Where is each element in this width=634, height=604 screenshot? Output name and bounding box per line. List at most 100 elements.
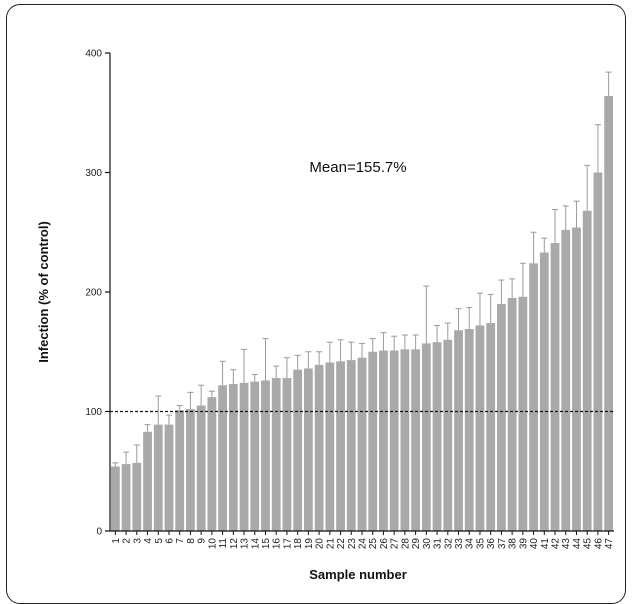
x-tick-label: 36 xyxy=(486,538,497,550)
bar xyxy=(475,325,485,531)
bar xyxy=(336,361,345,531)
x-tick-label: 11 xyxy=(218,538,229,549)
bar xyxy=(132,462,142,531)
y-tick-label: 300 xyxy=(85,168,102,179)
bar xyxy=(250,381,260,531)
bar xyxy=(110,466,120,531)
bar xyxy=(271,378,281,531)
x-tick-label: 8 xyxy=(186,538,197,544)
x-tick-label: 39 xyxy=(518,538,529,550)
bar xyxy=(432,342,442,531)
x-tick-label: 2 xyxy=(122,538,133,544)
x-tick-label: 19 xyxy=(304,538,315,550)
x-tick-label: 32 xyxy=(443,538,454,550)
x-tick-label: 10 xyxy=(207,538,218,550)
x-axis: 1 2 3 4 5 6 7 8 9 10 11 12 13 14 15 16 17 18 19 20 21 22 23 24 2… xyxy=(110,530,615,550)
bar xyxy=(582,210,592,532)
x-tick-label: 5 xyxy=(154,538,165,544)
x-tick-label: 46 xyxy=(593,538,604,550)
bar xyxy=(561,229,571,532)
bar xyxy=(346,360,356,531)
bar xyxy=(357,357,367,531)
mean-annotation: Mean=155.7% xyxy=(309,159,406,176)
bars xyxy=(110,71,614,532)
x-tick-label: 44 xyxy=(572,538,583,550)
bar xyxy=(593,172,603,531)
bar xyxy=(196,405,206,531)
bar xyxy=(239,382,249,531)
x-tick-label: 24 xyxy=(358,538,369,550)
x-tick-label: 34 xyxy=(465,538,476,550)
bar xyxy=(421,343,431,531)
y-tick-label: 200 xyxy=(85,288,102,299)
bar xyxy=(454,330,463,531)
y-axis-title: Infection (% of control) xyxy=(36,221,51,363)
bar xyxy=(293,369,303,531)
bar xyxy=(175,410,185,531)
bar xyxy=(261,380,270,531)
x-tick-label: 12 xyxy=(229,538,240,550)
y-tick-label: 0 xyxy=(96,527,102,538)
x-tick-label: 38 xyxy=(508,538,519,550)
x-tick-label: 43 xyxy=(561,538,572,550)
x-tick-label: 30 xyxy=(422,538,433,550)
bar xyxy=(228,384,238,531)
x-tick-label: 13 xyxy=(240,538,251,550)
bar xyxy=(464,329,474,531)
bar xyxy=(164,424,174,531)
x-tick-label: 14 xyxy=(250,538,261,550)
x-tick-label: 21 xyxy=(325,538,336,550)
bar xyxy=(572,227,581,531)
x-tick-label: 9 xyxy=(197,538,208,544)
bar xyxy=(539,252,549,531)
bar xyxy=(411,349,421,531)
x-tick-label: 1 xyxy=(111,538,122,544)
x-tick-label: 3 xyxy=(132,538,143,544)
x-tick-label: 31 xyxy=(433,538,444,550)
x-tick-label: 47 xyxy=(604,538,615,550)
x-tick-label: 27 xyxy=(390,538,401,550)
x-tick-label: 41 xyxy=(540,538,551,550)
bar xyxy=(518,296,528,531)
x-tick-label: 23 xyxy=(347,538,358,550)
bar xyxy=(379,350,388,531)
x-tick-label: 22 xyxy=(336,538,347,550)
bar xyxy=(325,362,335,531)
bar xyxy=(218,385,227,531)
x-tick-label: 15 xyxy=(261,538,272,550)
bar xyxy=(153,424,163,531)
bar xyxy=(314,364,324,531)
bar xyxy=(368,351,378,531)
bar xyxy=(486,323,496,531)
bar xyxy=(186,409,195,531)
bar xyxy=(143,431,152,531)
bar xyxy=(121,464,131,531)
x-axis-title: Sample number xyxy=(309,567,407,582)
bar xyxy=(400,349,410,531)
y-axis: 0 100 200 300 400 xyxy=(85,49,111,538)
bar xyxy=(550,243,560,531)
x-tick-label: 29 xyxy=(411,538,422,550)
x-tick-label: 20 xyxy=(315,538,326,550)
x-tick-label: 28 xyxy=(400,538,411,550)
bar xyxy=(529,263,538,531)
x-tick-label: 35 xyxy=(475,538,486,550)
x-tick-label: 26 xyxy=(379,538,390,550)
x-tick-label: 17 xyxy=(282,538,293,550)
bar xyxy=(604,96,614,532)
x-tick-label: 40 xyxy=(529,538,540,550)
bar xyxy=(303,368,313,531)
x-tick-label: 18 xyxy=(293,538,304,550)
y-tick-label: 400 xyxy=(85,49,102,60)
x-tick-label: 16 xyxy=(272,538,283,550)
y-tick-label: 100 xyxy=(85,407,102,418)
x-tick-label: 4 xyxy=(143,538,154,544)
bar xyxy=(282,378,292,531)
bar xyxy=(443,339,453,531)
bar xyxy=(507,297,517,531)
x-tick-label: 37 xyxy=(497,538,508,550)
x-tick-label: 33 xyxy=(454,538,465,550)
x-tick-label: 25 xyxy=(368,538,379,550)
bar xyxy=(389,350,399,531)
